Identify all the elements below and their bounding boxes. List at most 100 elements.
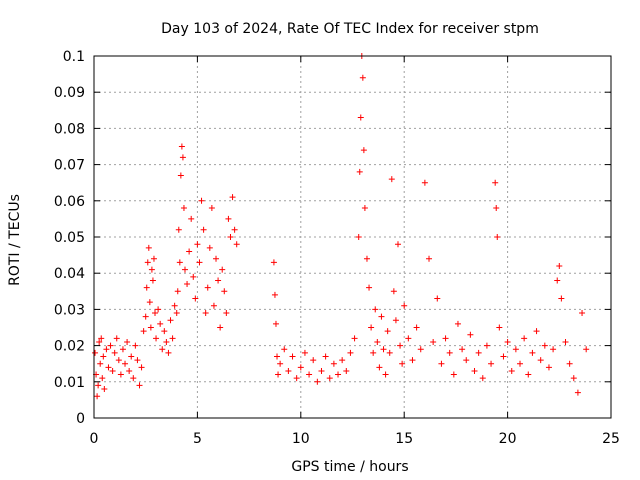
data-point [409,357,416,364]
data-point [494,234,501,240]
data-point [508,367,515,374]
data-point [570,375,577,382]
data-point [442,335,449,342]
data-point [97,360,104,367]
data-point [217,324,224,331]
data-point [101,386,108,393]
data-point [541,342,548,349]
data-point [198,197,205,204]
data-point [229,194,236,201]
data-point [386,349,393,356]
data-point [130,375,137,382]
data-point [330,360,337,367]
data-point [146,299,153,306]
data-point [301,349,308,356]
data-point [438,360,445,367]
data-point [401,302,408,309]
data-point [293,375,300,382]
data-point [171,302,178,309]
x-tick-label: 0 [90,431,99,447]
data-point [446,349,453,356]
data-point [157,320,164,327]
data-point [289,353,296,360]
y-tick-label: 0.08 [54,121,85,137]
grid-lines [94,56,611,418]
data-point [152,310,159,317]
data-point [492,179,499,186]
y-tick-label: 0.1 [63,49,85,65]
axis-tick-labels: 0 5 10 15 20 25 0 0.01 0.02 0.03 0.04 0.05 0.06 0.07 0… [54,49,620,447]
data-point [463,357,470,364]
data-point [405,335,412,342]
plot-frame [93,55,612,419]
data-point [368,324,375,331]
data-point [326,375,333,382]
data-point [165,349,172,356]
data-point [550,346,557,353]
data-point [111,349,118,356]
data-point [100,353,107,360]
data-point [339,357,346,364]
data-point [355,234,362,240]
data-point [310,357,317,364]
data-point [202,310,209,317]
y-tick-label: 0.06 [54,194,85,210]
data-point [390,288,397,295]
y-tick-label: 0.05 [54,230,85,246]
data-point [356,168,363,175]
data-point [533,328,540,335]
data-point [181,266,188,273]
data-point [144,259,151,266]
data-point [184,281,191,288]
data-point [95,382,102,389]
data-point [143,284,150,291]
y-tick-label: 0.01 [54,375,85,391]
data-point [583,346,590,353]
data-point [347,349,354,356]
data-point [475,349,482,356]
x-tick-label: 15 [395,431,413,447]
data-point [488,360,495,367]
data-point [196,259,203,266]
data-point [155,306,162,313]
data-point [388,176,395,183]
data-point [194,241,201,248]
data-point [574,389,581,396]
data-point [109,367,116,374]
x-tick-label: 20 [499,431,517,447]
data-point [126,367,133,374]
data-point [554,277,561,284]
data-point [233,241,240,248]
data-points [92,53,590,400]
data-point [382,371,389,378]
data-point [180,205,187,212]
data-point [92,349,99,356]
data-point [200,226,207,233]
data-point [556,262,563,269]
data-point [558,295,565,302]
data-point [517,360,524,367]
data-point [351,335,358,342]
data-point [119,346,126,353]
data-point [363,255,370,262]
data-point [421,179,428,186]
data-point [285,367,292,374]
data-point [378,313,385,320]
chart-title: Day 103 of 2024, Rate Of TEC Index for r… [161,21,539,37]
data-point [493,205,500,212]
data-point [147,324,154,331]
data-point [99,375,106,382]
data-point [545,364,552,371]
data-point [176,259,183,266]
data-point [219,266,226,273]
data-point [169,335,176,342]
data-point [370,349,377,356]
data-point [525,371,532,378]
x-axis-label: GPS time / hours [291,459,408,475]
data-point [318,367,325,374]
data-point [94,393,101,400]
data-point [454,320,461,327]
data-point [275,371,282,378]
data-point [500,353,507,360]
data-point [343,367,350,374]
